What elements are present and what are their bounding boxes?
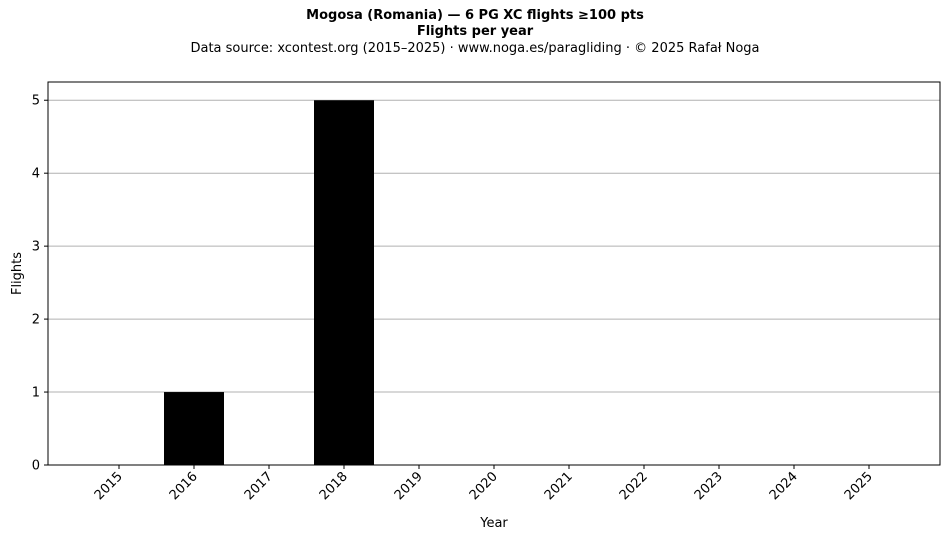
- x-tick-2023: 2023: [692, 465, 726, 503]
- y-tick-label: 0: [32, 459, 40, 474]
- chart-titles: Mogosa (Romania) — 6 PG XC flights ≥100 …: [0, 8, 950, 58]
- x-tick-2025: 2025: [842, 465, 876, 503]
- x-axis-label: Year: [479, 516, 508, 531]
- y-tick-label: 4: [32, 167, 40, 182]
- x-tick-label: 2017: [242, 469, 276, 503]
- grid-lines: [48, 99, 940, 393]
- chart-title: Mogosa (Romania) — 6 PG XC flights ≥100 …: [306, 8, 644, 23]
- y-tick-label: 3: [32, 240, 40, 255]
- y-tick-2: 2: [32, 313, 48, 328]
- y-tick-0: 0: [32, 459, 48, 474]
- x-tick-label: 2018: [317, 469, 351, 503]
- y-tick-5: 5: [32, 94, 48, 109]
- x-axis-ticks: 2015 2016 2017 2018 2019 2020 2021 2022 2023 2024…: [92, 465, 876, 503]
- y-tick-label: 2: [32, 313, 40, 328]
- x-tick-2022: 2022: [617, 465, 651, 503]
- x-tick-2024: 2024: [767, 465, 801, 503]
- x-tick-label: 2024: [767, 469, 801, 503]
- x-tick-2015: 2015: [92, 465, 126, 503]
- x-tick-2021: 2021: [542, 465, 576, 503]
- x-tick-2018: 2018: [317, 465, 351, 503]
- x-tick-2017: 2017: [242, 465, 276, 503]
- x-tick-label: 2016: [167, 469, 201, 503]
- y-tick-1: 1: [32, 386, 48, 401]
- x-tick-label: 2015: [92, 469, 126, 503]
- y-axis-ticks: 0 1 2 3 4 5: [32, 94, 48, 474]
- bars: [164, 100, 374, 465]
- bar-2016: [164, 392, 224, 465]
- x-tick-label: 2025: [842, 469, 876, 503]
- y-axis-label: Flights: [10, 252, 25, 295]
- y-tick-label: 5: [32, 94, 40, 109]
- bar-2018: [314, 100, 374, 465]
- y-tick-3: 3: [32, 240, 48, 255]
- chart-subtitle: Flights per year: [416, 24, 534, 39]
- x-tick-2019: 2019: [392, 465, 426, 503]
- y-tick-label: 1: [32, 386, 40, 401]
- x-tick-label: 2021: [542, 469, 576, 503]
- chart-source-note: Data source: xcontest.org (2015–2025) · …: [190, 41, 760, 56]
- x-tick-2016: 2016: [167, 465, 201, 503]
- x-tick-label: 2019: [392, 469, 426, 503]
- x-tick-label: 2023: [692, 469, 726, 503]
- x-tick-label: 2022: [617, 469, 651, 503]
- x-tick-2020: 2020: [467, 465, 501, 503]
- x-tick-label: 2020: [467, 469, 501, 503]
- y-tick-4: 4: [32, 167, 48, 182]
